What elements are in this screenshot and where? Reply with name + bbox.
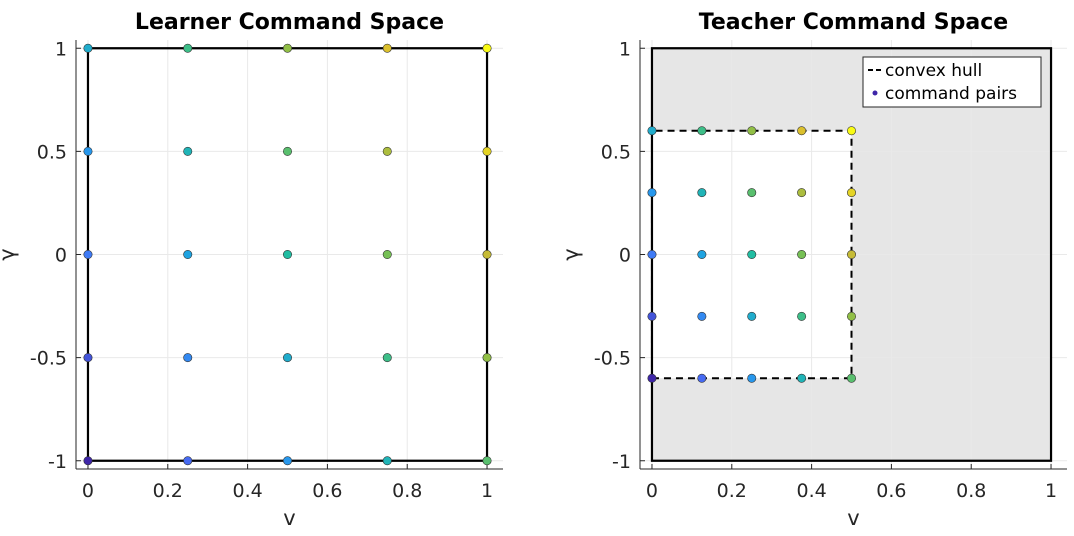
- command-pair-point: [697, 188, 707, 198]
- command-pair-point: [83, 146, 93, 156]
- x-tick-label: 0.8: [392, 480, 422, 502]
- command-pair-point: [747, 126, 757, 136]
- command-pair-point: [183, 146, 193, 156]
- command-pair-point: [647, 311, 657, 321]
- x-tick-label: 0.4: [232, 480, 262, 502]
- y-tick-label: 1: [619, 38, 631, 60]
- y-axis-label: γ: [559, 248, 583, 260]
- command-pair-point: [183, 250, 193, 260]
- command-pair-point: [283, 456, 293, 466]
- command-pair-point: [482, 353, 492, 363]
- y-tick-label: -1: [48, 451, 67, 473]
- command-pair-point: [797, 188, 807, 198]
- command-pair-point: [382, 146, 392, 156]
- command-pair-point: [697, 311, 707, 321]
- command-pair-point: [283, 250, 293, 260]
- command-pair-point: [747, 250, 757, 260]
- x-tick-label: 1: [1045, 480, 1057, 502]
- x-tick-label: 0.4: [796, 480, 826, 502]
- command-pair-point: [647, 373, 657, 383]
- command-pair-point: [847, 126, 857, 136]
- command-pair-point: [697, 126, 707, 136]
- x-tick-label: 0.2: [153, 480, 183, 502]
- x-axis-label: v: [283, 506, 295, 530]
- command-pair-point: [747, 373, 757, 383]
- command-pair-point: [482, 250, 492, 260]
- command-pair-point: [83, 353, 93, 363]
- command-pair-point: [283, 353, 293, 363]
- y-tick-label: -0.5: [594, 348, 631, 370]
- x-tick-label: 0: [646, 480, 658, 502]
- command-pair-point: [83, 250, 93, 260]
- legend-box: [862, 56, 1042, 108]
- command-pair-point: [382, 250, 392, 260]
- command-pair-point: [847, 250, 857, 260]
- chart-title: Learner Command Space: [135, 10, 444, 35]
- command-pair-point: [382, 353, 392, 363]
- y-tick-label: 0.5: [37, 141, 67, 163]
- command-pair-point: [697, 250, 707, 260]
- command-pair-point: [797, 311, 807, 321]
- command-pair-point: [283, 146, 293, 156]
- command-pair-point: [797, 250, 807, 260]
- command-pair-point: [482, 43, 492, 53]
- x-tick-label: 0.6: [876, 480, 906, 502]
- legend-label-command-pairs: command pairs: [885, 84, 1017, 104]
- legend-label-convex-hull: convex hull: [885, 61, 982, 81]
- command-pair-point: [83, 456, 93, 466]
- command-pair-point: [183, 43, 193, 53]
- command-pair-point: [697, 373, 707, 383]
- command-pair-point: [647, 126, 657, 136]
- command-pair-point: [647, 250, 657, 260]
- command-pair-point: [747, 311, 757, 321]
- command-pair-point: [183, 456, 193, 466]
- x-axis-label: v: [847, 506, 859, 530]
- command-pair-point: [83, 43, 93, 53]
- command-pair-point: [382, 456, 392, 466]
- y-tick-label: 0: [619, 245, 631, 267]
- command-pair-point: [747, 188, 757, 198]
- x-tick-label: 0.2: [717, 480, 747, 502]
- y-axis-label: γ: [0, 248, 19, 260]
- y-tick-label: 0.5: [601, 141, 631, 163]
- command-pair-point: [482, 456, 492, 466]
- command-pair-point: [183, 353, 193, 363]
- command-pair-point: [283, 43, 293, 53]
- command-pair-point: [482, 146, 492, 156]
- command-pair-point: [647, 188, 657, 198]
- y-tick-label: 1: [55, 38, 67, 60]
- y-tick-label: 0: [55, 245, 67, 267]
- command-pair-point: [797, 373, 807, 383]
- x-tick-label: 1: [481, 480, 493, 502]
- y-tick-label: -1: [612, 451, 631, 473]
- command-pair-point: [847, 311, 857, 321]
- command-pair-point: [847, 373, 857, 383]
- command-pair-point: [382, 43, 392, 53]
- x-tick-label: 0.6: [312, 480, 342, 502]
- command-pair-point: [847, 188, 857, 198]
- legend-swatch-command-pairs: [872, 90, 878, 96]
- y-tick-label: -0.5: [30, 348, 67, 370]
- chart-title: Teacher Command Space: [699, 10, 1008, 35]
- command-pair-point: [797, 126, 807, 136]
- x-tick-label: 0: [82, 480, 94, 502]
- x-tick-label: 0.8: [956, 480, 986, 502]
